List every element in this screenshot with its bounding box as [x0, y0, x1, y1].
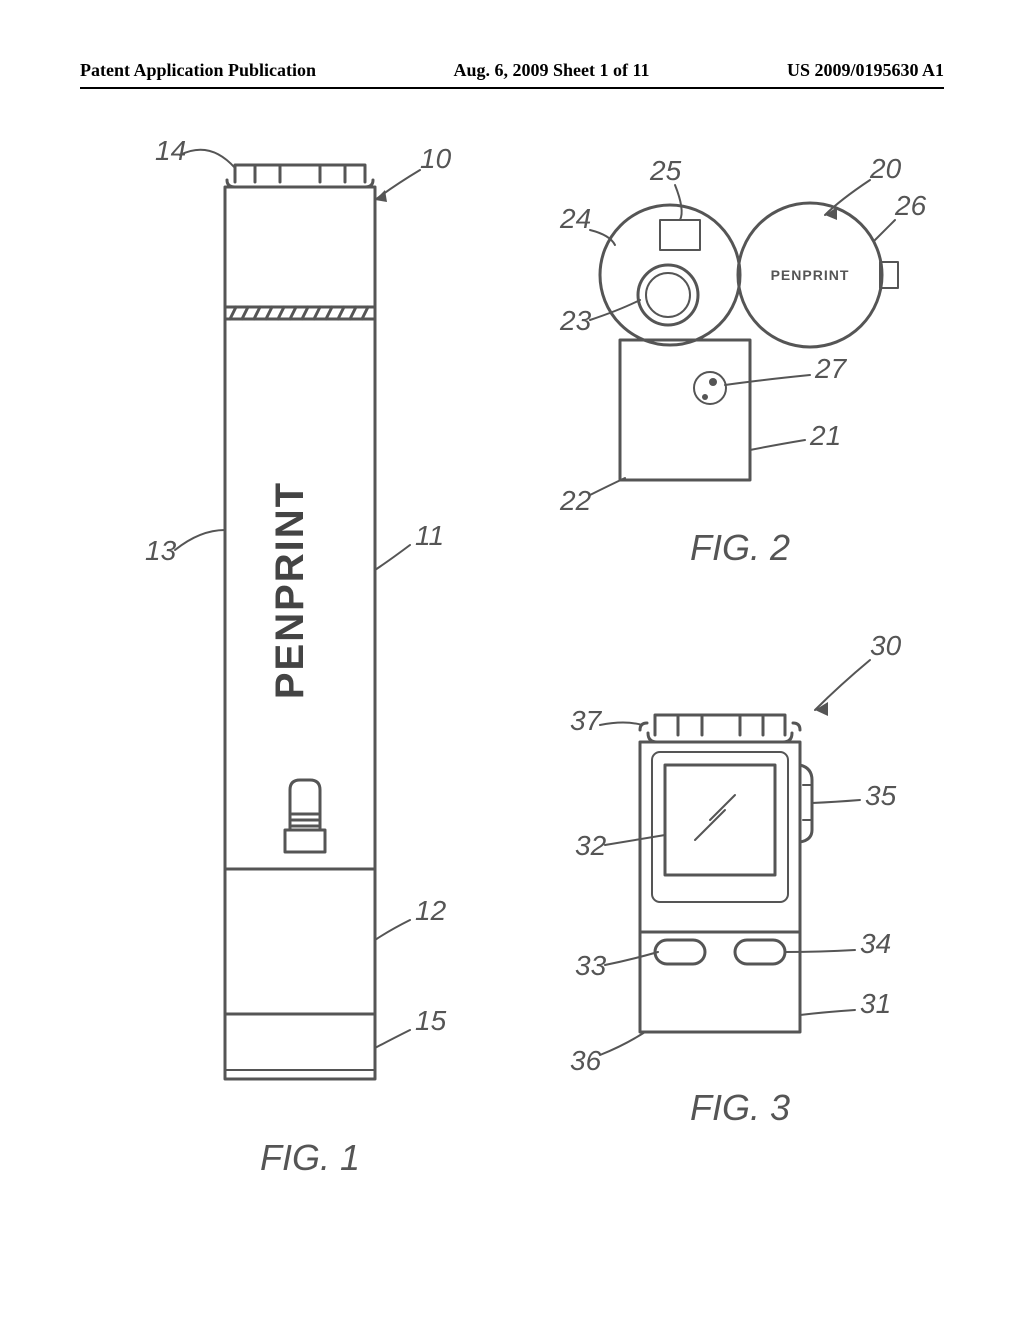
brand-penprint-fig1: PENPRINT [268, 481, 312, 699]
ref-22: 22 [559, 485, 592, 516]
ref-34: 34 [860, 928, 891, 959]
ref-31: 31 [860, 988, 891, 1019]
figure-2: PENPRINT 20 25 24 26 23 27 21 22 FIG. 2 [559, 153, 927, 568]
ref-10: 10 [420, 143, 452, 174]
ref-23: 23 [559, 305, 592, 336]
ref-11: 11 [415, 520, 444, 551]
ref-21: 21 [809, 420, 841, 451]
ref-35: 35 [865, 780, 897, 811]
header-left: Patent Application Publication [80, 60, 316, 81]
fig1-label: FIG. 1 [260, 1137, 360, 1178]
fig2-label: FIG. 2 [690, 527, 790, 568]
fig3-label: FIG. 3 [690, 1087, 790, 1128]
brand-penprint-fig2: PENPRINT [771, 267, 850, 283]
ref-12: 12 [415, 895, 447, 926]
header-right: US 2009/0195630 A1 [787, 60, 944, 81]
ref-13: 13 [145, 535, 177, 566]
figure-3: 30 37 35 32 33 34 31 36 FIG. 3 [570, 630, 902, 1128]
ref-36: 36 [570, 1045, 602, 1076]
ref-27: 27 [814, 353, 848, 384]
ref-33: 33 [575, 950, 607, 981]
ref-24: 24 [559, 203, 591, 234]
ref-15: 15 [415, 1005, 447, 1036]
ref-37: 37 [570, 705, 603, 736]
ref-30: 30 [870, 630, 902, 661]
ref-26: 26 [894, 190, 927, 221]
patent-figures: PENPRINT 14 10 13 11 12 [60, 130, 964, 1260]
page-header: Patent Application Publication Aug. 6, 2… [80, 60, 944, 89]
header-center: Aug. 6, 2009 Sheet 1 of 11 [453, 60, 649, 81]
ref-25: 25 [649, 155, 682, 186]
ref-14: 14 [155, 135, 186, 166]
ref-32: 32 [575, 830, 607, 861]
ref-20: 20 [869, 153, 902, 184]
figure-1: PENPRINT 14 10 13 11 12 [145, 135, 452, 1178]
